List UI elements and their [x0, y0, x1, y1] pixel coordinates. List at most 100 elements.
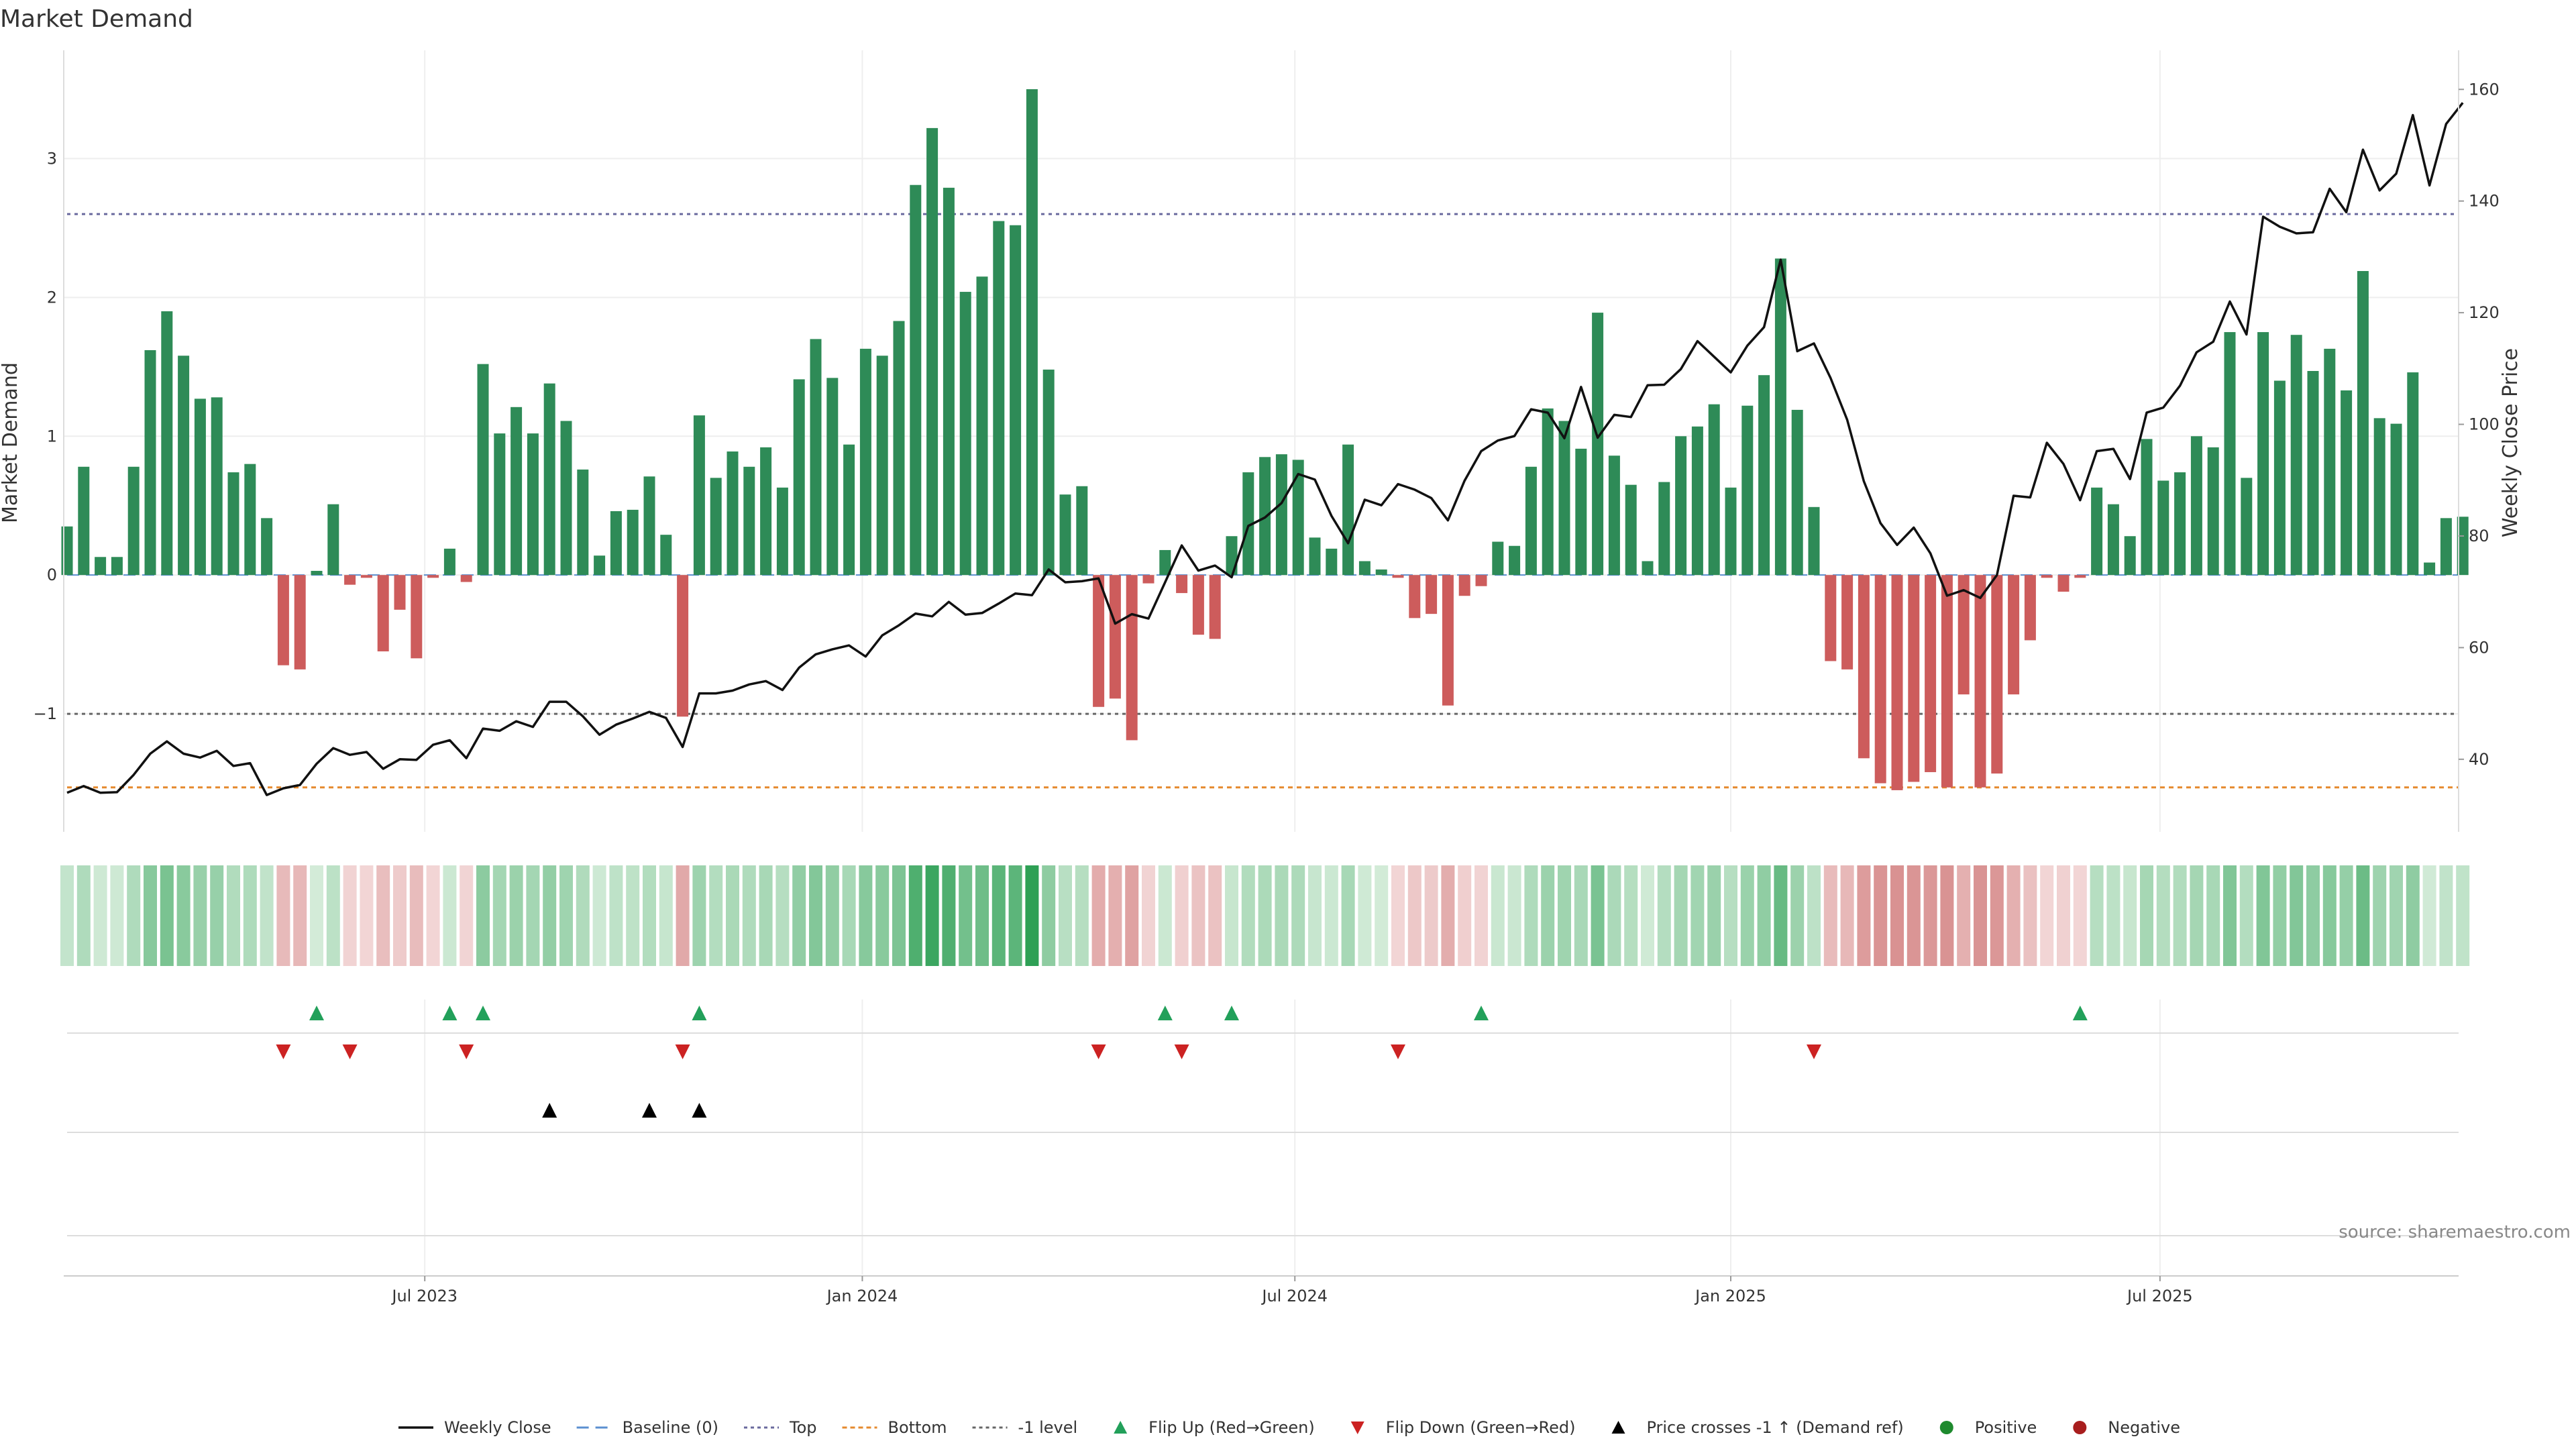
- legend-label: Negative: [2108, 1418, 2180, 1437]
- heat-cell: [2239, 865, 2253, 966]
- demand-bar: [2257, 332, 2269, 576]
- demand-bar: [2324, 348, 2336, 576]
- demand-bar: [311, 570, 323, 576]
- flip-up-marker: [309, 1006, 324, 1020]
- demand-bar: [1142, 575, 1155, 584]
- flip-down-marker: [459, 1044, 474, 1059]
- heat-cell: [1624, 865, 1638, 966]
- heat-cell: [2356, 865, 2370, 966]
- demand-bar: [2124, 536, 2136, 576]
- right-tick-label: 160: [2469, 80, 2500, 99]
- heat-cell: [875, 865, 890, 966]
- demand-bar: [610, 511, 622, 576]
- demand-bar: [1358, 561, 1371, 576]
- heat-cell: [476, 865, 490, 966]
- heat-cell: [1823, 865, 1837, 966]
- demand-bar: [443, 548, 455, 576]
- heat-cell: [2290, 865, 2304, 966]
- demand-bar: [360, 575, 372, 578]
- legend-symbol: [1114, 1421, 1128, 1434]
- heat-cell: [1491, 865, 1505, 966]
- legend: Weekly Close Baseline (0) Top Bottom -1 leve…: [398, 1418, 2180, 1437]
- heat-cell: [310, 865, 323, 966]
- heat-cell: [1974, 865, 1987, 966]
- heat-cell: [1707, 865, 1721, 966]
- heat-cell: [2422, 865, 2436, 966]
- heat-cell: [1324, 865, 1338, 966]
- demand-bar: [1608, 455, 1620, 576]
- legend-label: Baseline (0): [623, 1418, 718, 1437]
- legend-item: Baseline (0): [576, 1418, 718, 1437]
- heat-cell: [492, 865, 506, 966]
- heat-cell: [1042, 865, 1056, 966]
- heat-cell: [892, 865, 906, 966]
- heat-cell: [1241, 865, 1255, 966]
- demand-bar: [693, 415, 705, 576]
- heat-cell: [1225, 865, 1238, 966]
- demand-bar: [1176, 575, 1188, 594]
- heat-cell: [93, 865, 107, 966]
- flip-down-marker: [1807, 1044, 1821, 1059]
- heat-cell: [1458, 865, 1472, 966]
- demand-bar: [1292, 460, 1304, 576]
- demand-bar: [677, 575, 689, 717]
- demand-bar: [2074, 575, 2086, 578]
- demand-bar: [211, 397, 223, 576]
- demand-bar: [1309, 537, 1321, 576]
- heat-cell: [1923, 865, 1937, 966]
- heat-cell: [1641, 865, 1654, 966]
- heat-cell: [626, 865, 640, 966]
- heat-cell: [393, 865, 407, 966]
- demand-bar: [627, 509, 639, 576]
- heat-cell: [925, 865, 939, 966]
- demand-bar: [1941, 575, 1953, 788]
- demand-bar: [1159, 549, 1171, 576]
- demand-bar: [810, 339, 822, 576]
- heat-cell: [76, 865, 91, 966]
- demand-bar: [1392, 575, 1404, 578]
- heat-cell: [1158, 865, 1172, 966]
- demand-bar: [111, 557, 123, 576]
- demand-bar: [1908, 575, 1920, 782]
- demand-bar: [2057, 575, 2070, 592]
- heat-cell: [2123, 865, 2137, 966]
- heat-cell: [1907, 865, 1921, 966]
- heat-cell: [1774, 865, 1788, 966]
- demand-bar: [1891, 575, 1903, 790]
- heat-cell: [326, 865, 340, 966]
- right-tick-label: 80: [2469, 527, 2489, 545]
- flip-up-marker: [1157, 1006, 1173, 1020]
- heat-cell: [1407, 865, 1421, 966]
- heat-cell: [1757, 865, 1771, 966]
- right-tick-label: 120: [2469, 303, 2500, 322]
- demand-bar: [1042, 369, 1055, 576]
- demand-bar: [227, 472, 239, 576]
- demand-bar: [1758, 375, 1770, 576]
- heat-cell: [1990, 865, 2004, 966]
- demand-bar: [2424, 562, 2436, 576]
- demand-bar: [1226, 536, 1238, 576]
- demand-bar: [1642, 561, 1654, 576]
- left-tick-label: 0: [47, 566, 57, 584]
- demand-bar: [1126, 575, 1138, 741]
- demand-bar: [1858, 575, 1870, 759]
- right-tick-label: 100: [2469, 415, 2500, 434]
- demand-bar: [1475, 575, 1487, 586]
- heat-cell: [1358, 865, 1372, 966]
- heat-cell: [2273, 865, 2287, 966]
- heat-cell: [1474, 865, 1488, 966]
- legend-item: Positive: [1939, 1418, 2037, 1437]
- demand-bar: [261, 518, 273, 576]
- legend-symbol: [2073, 1421, 2087, 1434]
- demand-bar: [460, 575, 472, 582]
- demand-bar: [527, 433, 539, 576]
- demand-bar: [1275, 454, 1287, 576]
- demand-bar: [727, 451, 739, 576]
- legend-item: Flip Up (Red→Green): [1114, 1418, 1315, 1437]
- heat-cell: [792, 865, 806, 966]
- weekly-close-polyline: [66, 102, 2464, 796]
- demand-bar: [494, 433, 506, 576]
- demand-bar: [876, 356, 888, 576]
- flip-down-marker: [1091, 1044, 1106, 1059]
